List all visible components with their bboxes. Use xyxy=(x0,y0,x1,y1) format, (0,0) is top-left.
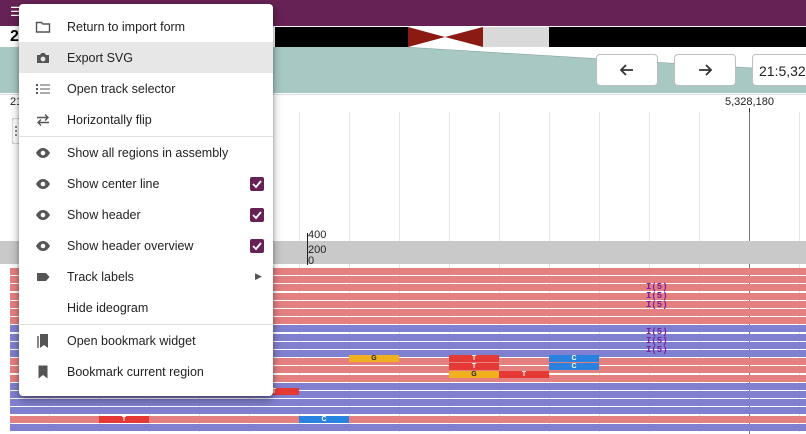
menu-item-label: Hide ideogram xyxy=(67,300,149,315)
mismatch-base: G xyxy=(449,371,499,378)
menu-item-show-center-line[interactable]: Show center line xyxy=(19,168,273,199)
arrow-left-icon xyxy=(620,64,633,76)
menu-item-label: Export SVG xyxy=(67,50,133,65)
submenu-arrow-icon: ▶ xyxy=(255,271,262,281)
menu-icon[interactable]: ☰ xyxy=(10,4,22,19)
view-title: 2 xyxy=(10,28,19,45)
menu-item-label: Show header xyxy=(67,207,141,222)
read-row[interactable] xyxy=(10,276,806,284)
pan-right-button[interactable] xyxy=(674,54,736,86)
camera-icon xyxy=(35,50,51,66)
coverage-scale-min: 0 xyxy=(308,255,315,267)
menu-item-show-header-overview[interactable]: Show header overview xyxy=(19,230,273,261)
ruler-position-label: 5,328,180 xyxy=(725,96,774,108)
ruler-tick xyxy=(749,108,750,114)
arrow-right-icon xyxy=(699,64,712,76)
bookmarks-icon xyxy=(35,333,51,349)
mismatch-base: T xyxy=(99,416,149,423)
read-row[interactable] xyxy=(10,341,806,349)
menu-item-track-labels[interactable]: Track labels ▶ xyxy=(19,261,273,292)
menu-item-hide-ideogram[interactable]: Hide ideogram xyxy=(19,292,273,323)
eye-icon xyxy=(35,238,51,254)
read-row[interactable] xyxy=(10,399,806,407)
locus-input[interactable]: 21:5,328 xyxy=(752,54,806,86)
menu-item-open-track-selector[interactable]: Open track selector xyxy=(19,73,273,104)
read-row[interactable] xyxy=(10,333,806,341)
swap-horiz-icon xyxy=(35,112,51,128)
label-icon xyxy=(35,269,51,285)
overview-viewport-marker xyxy=(408,27,483,47)
ruler xyxy=(0,94,806,113)
insertion-label: I(5) xyxy=(646,300,668,310)
menu-divider xyxy=(19,324,273,325)
view-menu: Return to import form Export SVG Open tr… xyxy=(19,4,273,396)
read-row[interactable] xyxy=(10,292,806,300)
drag-handle-icon[interactable] xyxy=(12,118,20,144)
mismatch-base: G xyxy=(349,355,399,362)
mismatch-base: C xyxy=(299,416,349,423)
bookmark-icon xyxy=(35,364,51,380)
read-row[interactable] xyxy=(10,366,806,374)
pan-left-button[interactable] xyxy=(596,54,658,86)
menu-item-horizontally-flip[interactable]: Horizontally flip xyxy=(19,104,273,135)
read-row[interactable] xyxy=(10,350,806,357)
mismatch-base: T xyxy=(449,355,499,362)
overview-region xyxy=(483,27,549,47)
eye-icon xyxy=(35,145,51,161)
show-header-overview-checkbox[interactable] xyxy=(250,238,264,253)
read-row[interactable] xyxy=(10,391,806,398)
insertion-label: I(5) xyxy=(646,336,668,346)
read-row[interactable] xyxy=(10,407,806,415)
read-row[interactable] xyxy=(10,284,806,292)
mismatch-base: T xyxy=(499,371,549,378)
read-row[interactable] xyxy=(10,325,806,333)
show-center-line-checkbox[interactable] xyxy=(250,176,264,191)
insertion-label: I(5) xyxy=(646,282,668,292)
read-row[interactable] xyxy=(10,415,806,423)
mismatch-base: C xyxy=(549,355,599,362)
mismatch-base: T xyxy=(249,388,299,395)
coverage-scale: 400 200 0 xyxy=(308,228,326,269)
eye-icon xyxy=(35,176,51,192)
insertion-label: I(5) xyxy=(646,327,668,337)
menu-item-open-bookmark-widget[interactable]: Open bookmark widget xyxy=(19,325,273,356)
menu-item-label: Bookmark current region xyxy=(67,364,204,379)
menu-item-show-header[interactable]: Show header xyxy=(19,199,273,230)
read-row[interactable] xyxy=(10,268,806,275)
menu-item-label: Show header overview xyxy=(67,238,194,253)
mismatch-base: T xyxy=(449,363,499,370)
menu-item-label: Show center line xyxy=(67,176,160,191)
read-row[interactable] xyxy=(10,382,806,390)
read-row[interactable] xyxy=(10,374,806,382)
folder-icon xyxy=(35,19,51,35)
menu-item-label: Show all regions in assembly xyxy=(67,145,229,160)
coverage-scale-mid: 200 xyxy=(308,244,327,256)
menu-item-return-to-import-form[interactable]: Return to import form xyxy=(19,11,273,42)
coverage-scale-axis xyxy=(307,233,308,265)
show-header-checkbox[interactable] xyxy=(250,207,264,222)
menu-item-label: Open track selector xyxy=(67,81,176,96)
read-row[interactable] xyxy=(10,309,806,316)
menu-item-label: Return to import form xyxy=(67,19,186,34)
alignments-track[interactable]: GTCTCGTTCTCI(5)I(5)I(5)I(5)I(5)I(5) xyxy=(10,266,806,434)
eye-icon xyxy=(35,207,51,223)
menu-divider xyxy=(19,136,273,137)
coverage-scale-max: 400 xyxy=(308,229,327,241)
menu-item-label: Track labels xyxy=(67,269,134,284)
menu-item-label: Open bookmark widget xyxy=(67,333,196,348)
insertion-label: I(5) xyxy=(646,345,668,355)
read-row[interactable] xyxy=(10,300,806,308)
menu-item-show-all-regions[interactable]: Show all regions in assembly xyxy=(19,137,273,168)
read-row[interactable] xyxy=(10,423,806,431)
menu-item-label: Horizontally flip xyxy=(67,112,152,127)
menu-item-export-svg[interactable]: Export SVG xyxy=(19,42,273,73)
list-icon xyxy=(35,81,51,97)
read-row[interactable] xyxy=(10,358,806,366)
menu-item-bookmark-current-region[interactable]: Bookmark current region xyxy=(19,356,273,387)
insertion-label: I(5) xyxy=(646,291,668,301)
read-row[interactable] xyxy=(10,317,806,325)
mismatch-base: C xyxy=(549,363,599,370)
